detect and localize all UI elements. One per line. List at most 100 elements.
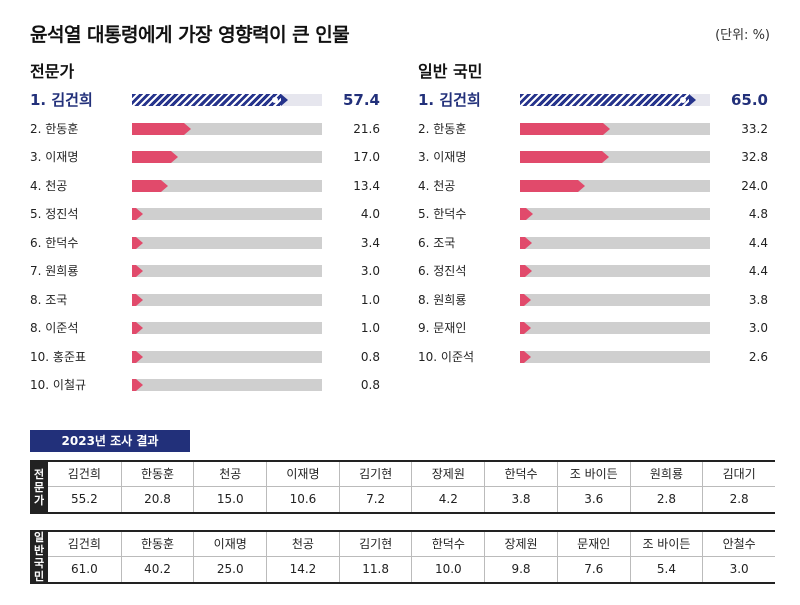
survey-2023-banner: 2023년 조사 결과 bbox=[30, 430, 190, 452]
bar-arrow-cap bbox=[524, 350, 531, 363]
table-name-cell: 조 바이든 bbox=[629, 532, 703, 557]
bar-value-label: 1.0 bbox=[360, 321, 380, 335]
bar-row: 10. 이준석 2.6 bbox=[418, 343, 768, 372]
bar-track bbox=[520, 265, 710, 277]
bar bbox=[132, 151, 172, 163]
bar-track bbox=[132, 350, 322, 363]
bar-label: 3. 이재명 bbox=[30, 150, 79, 164]
bar-arrow-cap bbox=[524, 265, 532, 277]
bar-label: 9. 문재인 bbox=[418, 321, 467, 335]
table-value-cell: 55.2 bbox=[70, 492, 98, 506]
bar-label: 7. 원희룡 bbox=[30, 264, 79, 278]
bar-track bbox=[132, 379, 322, 391]
bar-row: 3. 이재명 32.8 bbox=[418, 143, 768, 172]
bar-label: 4. 천공 bbox=[418, 178, 456, 193]
table-value-cell: 25.0 bbox=[193, 557, 266, 582]
bar-row: 3. 이재명 17.0 bbox=[30, 143, 380, 172]
bar bbox=[520, 293, 524, 306]
survey-2023-public-table: 일반국민 김건희 한동훈 이재명 천공 김기현 한덕수 장제원 문재인 조 바이든 안철수 61.0… bbox=[30, 530, 775, 584]
bar-value-label: 2.6 bbox=[748, 349, 768, 364]
bar-value-label: 33.2 bbox=[741, 121, 768, 136]
bar-track bbox=[132, 293, 322, 306]
bar-value-label: 3.8 bbox=[748, 292, 768, 307]
experts-panel: 전문가 1. 김건희 57.4 2. 한동훈 21.6 3. 이재명 17.0 4. 천공 1… bbox=[30, 58, 380, 400]
bar bbox=[520, 265, 525, 277]
bar-value-label: 13.4 bbox=[353, 178, 380, 193]
bar-arrow-cap bbox=[136, 265, 143, 277]
bar-arrow-cap bbox=[136, 379, 143, 391]
table-name-cell: 조 바이든 bbox=[556, 462, 630, 487]
table-name-cell: 이재명 bbox=[266, 462, 339, 487]
bar-track bbox=[132, 265, 322, 277]
bar-value-label: 1.0 bbox=[360, 292, 380, 307]
table-name-cell: 김건희 bbox=[48, 532, 121, 557]
table-value-cell: 15.0 bbox=[193, 487, 266, 512]
bar-arrow-cap bbox=[136, 293, 143, 306]
table-name-cell: 김대기 bbox=[702, 462, 775, 487]
bar bbox=[520, 236, 525, 249]
bar bbox=[520, 322, 524, 334]
bar-track bbox=[132, 322, 322, 334]
bar bbox=[132, 94, 281, 106]
bar-track bbox=[520, 94, 710, 106]
bar-arrow-cap bbox=[524, 236, 532, 249]
bar bbox=[520, 350, 524, 363]
bar-arrow-cap bbox=[602, 151, 610, 163]
bar-arrow-cap bbox=[524, 293, 531, 306]
bar-row: 5. 한덕수 4.8 bbox=[418, 200, 768, 229]
bar-label: 6. 정진석 bbox=[418, 264, 467, 278]
table-value-cell: 9.8 bbox=[484, 557, 557, 582]
bar-track bbox=[520, 151, 710, 163]
bar-row: 8. 이준석 1.0 bbox=[30, 314, 380, 343]
table-name-cell: 천공 bbox=[193, 462, 267, 487]
bar bbox=[132, 293, 136, 306]
bar-highlight-dot bbox=[271, 97, 278, 103]
table-name-cell: 한동훈 bbox=[120, 462, 194, 487]
bar-track bbox=[132, 94, 322, 106]
bar-row: 2. 한동훈 21.6 bbox=[30, 115, 380, 144]
experts-side-label: 전문가 bbox=[30, 462, 48, 512]
table-value-cell: 20.8 bbox=[120, 487, 194, 512]
bar-value-label: 0.8 bbox=[360, 378, 380, 392]
bar-track bbox=[520, 322, 710, 334]
bar bbox=[520, 208, 527, 220]
bar bbox=[132, 379, 136, 391]
bar bbox=[520, 179, 579, 192]
bar-label: 10. 이준석 bbox=[418, 349, 475, 364]
bar-value-label: 3.4 bbox=[360, 235, 380, 250]
table-name-cell: 문재인 bbox=[556, 532, 630, 557]
table-name-cell: 이재명 bbox=[193, 532, 267, 557]
bar-row: 6. 정진석 4.4 bbox=[418, 257, 768, 286]
bar-label: 8. 조국 bbox=[30, 292, 68, 307]
bar-label: 5. 정진석 bbox=[30, 207, 79, 221]
bar-track bbox=[520, 350, 710, 363]
bar-value-label: 4.8 bbox=[748, 207, 768, 221]
bar-arrow-cap bbox=[136, 350, 143, 363]
experts-grid: 김건희 한동훈 천공 이재명 김기현 장제원 한덕수 조 바이든 원희룡 김대기 55.2 20.8 1… bbox=[48, 462, 775, 512]
bar bbox=[520, 122, 604, 135]
table-name-cell: 장제원 bbox=[411, 462, 485, 487]
table-value-cell: 10.0 bbox=[411, 557, 484, 582]
bar bbox=[520, 94, 690, 106]
bar-value-label: 32.8 bbox=[741, 150, 768, 164]
bar-label: 3. 이재명 bbox=[418, 150, 467, 164]
bar-row: 7. 원희룡 3.0 bbox=[30, 257, 380, 286]
bar-arrow-cap bbox=[524, 322, 531, 334]
bar-label: 10. 홍준표 bbox=[30, 349, 87, 364]
bar bbox=[132, 179, 162, 192]
bar-value-label: 4.4 bbox=[748, 235, 768, 250]
table-value-cell: 11.8 bbox=[338, 557, 412, 582]
table-name-cell: 한덕수 bbox=[484, 462, 557, 487]
bar-label: 8. 이준석 bbox=[30, 321, 79, 335]
bar-value-label: 17.0 bbox=[353, 150, 380, 164]
unit-label: (단위: %) bbox=[715, 28, 770, 43]
table-value-cell: 3.8 bbox=[484, 487, 557, 512]
bar-label: 8. 원희룡 bbox=[418, 292, 467, 307]
bar-value-label: 65.0 bbox=[730, 91, 768, 109]
experts-bars: 1. 김건희 57.4 2. 한동훈 21.6 3. 이재명 17.0 4. 천공 13.4 5… bbox=[30, 86, 380, 400]
bar-value-label: 3.0 bbox=[748, 321, 768, 335]
bar bbox=[132, 322, 136, 334]
experts-panel-title: 전문가 bbox=[30, 62, 75, 81]
bar bbox=[132, 236, 136, 249]
bar-track bbox=[132, 151, 322, 163]
